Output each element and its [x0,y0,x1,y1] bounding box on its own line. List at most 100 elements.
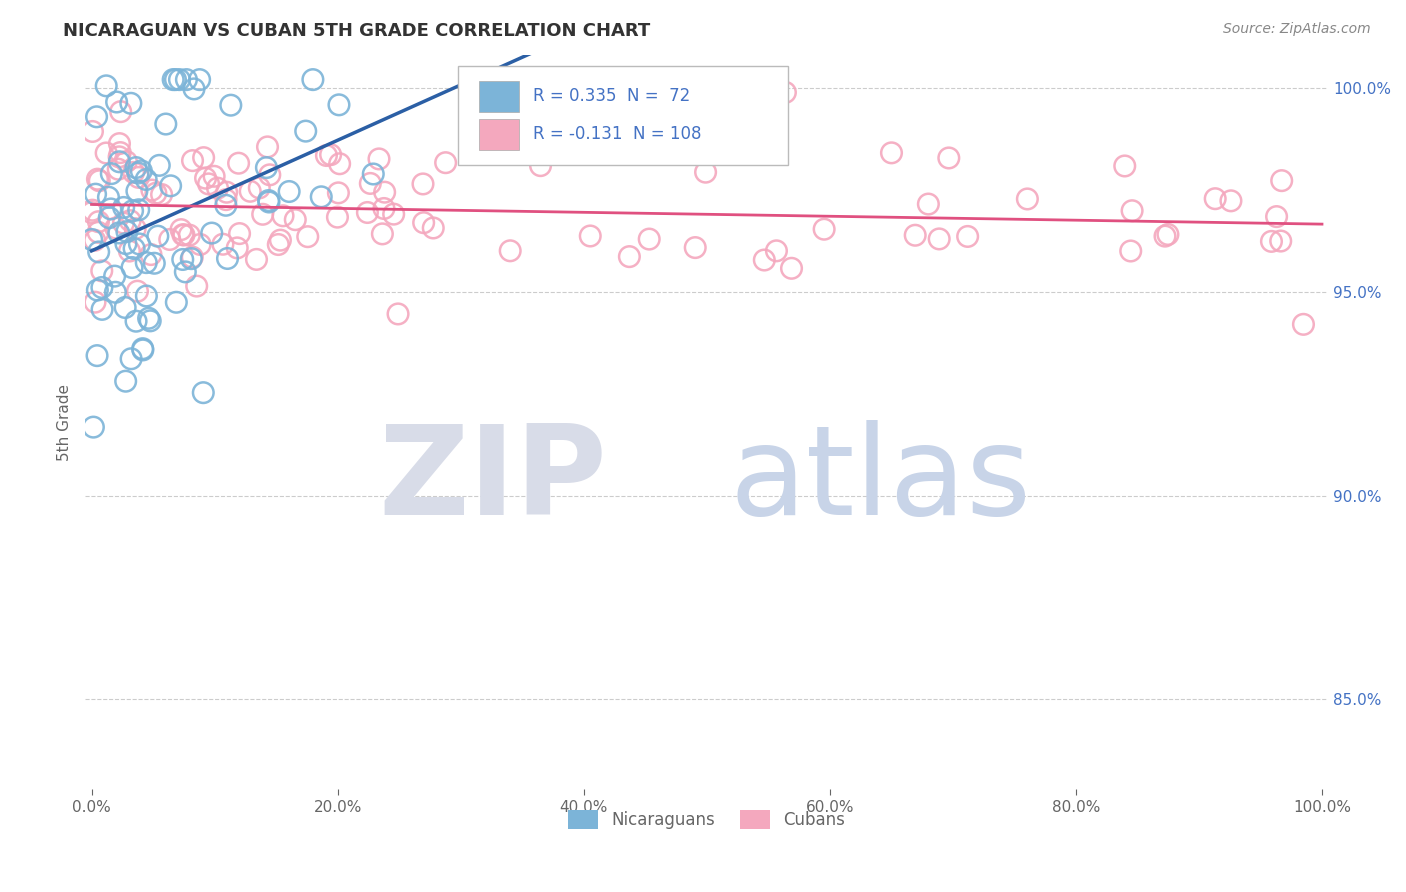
Point [146,229,169,244]
Point [1017,192,1039,206]
Point [120,96,142,111]
Point [215,185,238,199]
Point [226,241,249,255]
Point [228,227,250,241]
Legend: Nicaraguans, Cubans: Nicaraguans, Cubans [561,804,852,836]
Point [938,151,960,165]
Point [143,256,166,270]
Point [1219,194,1241,208]
Point [219,98,242,112]
Point [193,385,215,400]
Point [422,221,444,235]
Point [765,244,787,258]
Point [917,197,939,211]
Point [118,244,141,258]
Point [328,186,350,200]
Point [132,343,155,357]
Point [108,150,131,164]
Point [100,167,122,181]
Point [434,155,457,169]
Point [228,156,250,170]
Point [197,177,219,191]
Point [135,255,157,269]
Point [104,269,127,284]
Point [125,184,148,198]
Point [256,140,278,154]
Point [683,241,706,255]
Point [115,225,138,239]
Point [754,253,776,268]
Point [172,252,194,267]
Point [529,159,551,173]
Point [135,289,157,303]
Point [170,222,193,236]
Point [84,295,107,310]
Point [125,314,148,328]
Point [108,154,131,169]
Point [695,165,717,179]
Point [1265,210,1288,224]
Point [247,181,270,195]
Point [120,213,142,227]
Point [186,279,208,293]
Point [215,193,238,207]
Bar [479,119,519,150]
Text: R = -0.131  N = 108: R = -0.131 N = 108 [533,125,702,143]
Point [207,181,229,195]
Point [80,232,103,246]
Point [183,82,205,96]
Point [359,177,381,191]
Point [904,228,927,243]
Bar [479,81,519,112]
Point [257,194,280,209]
Point [1114,159,1136,173]
Point [114,301,136,315]
Point [371,227,394,241]
Point [254,161,277,175]
Point [1260,235,1282,249]
Point [172,227,194,242]
Point [499,244,522,258]
Point [110,104,132,119]
Y-axis label: 5th Grade: 5th Grade [58,384,72,460]
Point [302,72,325,87]
Point [201,226,224,240]
Point [374,185,396,199]
Point [100,202,122,216]
Point [122,165,145,179]
Point [104,285,127,300]
Point [82,203,104,218]
Point [127,170,149,185]
Point [155,117,177,131]
Point [194,171,217,186]
Point [1292,318,1315,332]
Point [162,72,184,87]
Point [1121,203,1143,218]
Point [294,124,316,138]
Point [110,145,132,160]
Point [267,237,290,252]
Point [128,237,150,252]
Point [87,225,110,239]
Point [90,264,112,278]
Point [86,349,108,363]
Point [127,166,149,180]
Point [180,252,202,266]
Point [112,216,135,230]
Point [257,194,280,208]
Point [86,110,108,124]
Text: ZIP: ZIP [378,420,607,541]
Point [780,261,803,276]
Point [188,237,211,252]
Point [94,146,117,161]
Point [215,198,238,212]
Point [271,209,294,223]
Point [297,229,319,244]
Point [159,232,181,246]
Point [131,342,153,356]
Text: R = 0.335  N =  72: R = 0.335 N = 72 [533,87,690,104]
FancyBboxPatch shape [458,66,787,165]
Point [239,184,262,198]
Point [1119,244,1142,258]
Point [90,280,112,294]
